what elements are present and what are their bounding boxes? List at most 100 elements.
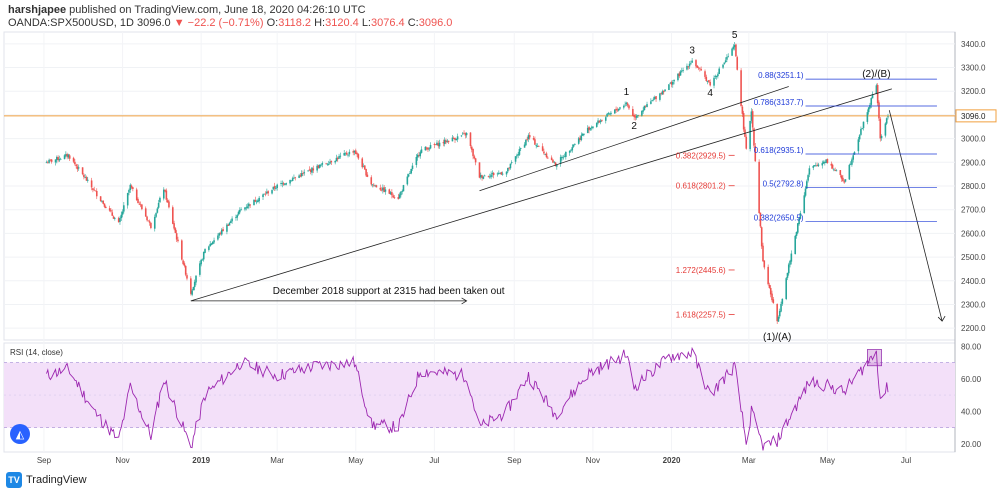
candle-body xyxy=(86,179,89,181)
candle-body xyxy=(175,233,178,240)
low-value: 3076.4 xyxy=(371,17,405,29)
candle-body xyxy=(139,204,142,206)
candle-body xyxy=(318,164,321,168)
candle-body xyxy=(741,106,744,114)
candle-body xyxy=(75,164,77,167)
candle-body xyxy=(105,206,107,209)
candle-body xyxy=(103,203,106,207)
candle-body xyxy=(487,176,490,178)
candle-body xyxy=(370,177,373,185)
wave-label: 5 xyxy=(732,30,738,41)
time-tick-label: Jul xyxy=(901,456,911,465)
close-label: C: xyxy=(407,17,419,29)
candle-body xyxy=(561,156,563,158)
candle-body xyxy=(138,203,141,205)
candle-body xyxy=(464,133,467,136)
candle-body xyxy=(276,184,278,188)
candle-body xyxy=(597,120,599,124)
candle-body xyxy=(353,150,356,153)
candle-body xyxy=(112,216,115,219)
candle-body xyxy=(469,132,472,146)
price-tick-label: 2300.0 xyxy=(961,300,986,309)
candle-body xyxy=(220,229,223,235)
candle-body xyxy=(816,165,818,166)
candle-body xyxy=(321,163,324,165)
price-chart[interactable]: December 2018 support at 2315 had been t… xyxy=(0,0,1000,470)
candle-body xyxy=(579,137,581,140)
candle-body xyxy=(384,189,387,192)
price-tick-label: 3400.0 xyxy=(961,40,986,49)
candle-body xyxy=(237,211,240,215)
candle-body xyxy=(325,163,327,165)
low-label: L: xyxy=(361,17,371,29)
candle-body xyxy=(443,139,446,144)
candle-body xyxy=(601,119,603,121)
tradingview-logo-icon: TV xyxy=(6,472,22,488)
candle-body xyxy=(311,167,313,173)
fib-blue-label: 0.382(2650.5) xyxy=(754,213,804,222)
candle-body xyxy=(419,152,422,157)
candle-body xyxy=(528,135,531,138)
candle-body xyxy=(659,93,661,100)
candle-body xyxy=(646,104,648,108)
rsi-tick-label: 20.00 xyxy=(961,440,982,449)
candle-body xyxy=(554,162,557,167)
candle-body xyxy=(93,189,96,191)
candle-body xyxy=(580,135,583,140)
candle-body xyxy=(553,161,556,163)
candle-body xyxy=(768,284,771,288)
long-trendline xyxy=(190,88,892,302)
candle-body xyxy=(682,70,684,71)
candle-body xyxy=(642,110,644,112)
candle-body xyxy=(543,151,545,154)
candle-body xyxy=(228,222,231,226)
candle-body xyxy=(842,177,844,182)
candle-body xyxy=(76,166,79,170)
candle-body xyxy=(552,159,554,163)
price-tick-label: 2200.0 xyxy=(961,324,986,333)
wave-labels: 1 2 3 4 5 (1)/(A) (2)/(B) xyxy=(624,30,891,343)
candle-body xyxy=(617,108,620,111)
tradingview-icon[interactable]: ◭ xyxy=(10,424,30,444)
candle-body xyxy=(628,105,630,109)
candle-body xyxy=(173,223,175,229)
candle-body xyxy=(490,174,492,178)
candle-body xyxy=(201,259,204,261)
candle-body xyxy=(545,153,548,158)
price-tick-label: 3000.0 xyxy=(961,135,986,144)
candle-body xyxy=(58,159,61,161)
candle-body xyxy=(536,146,539,147)
candle-body xyxy=(186,275,188,279)
candle-body xyxy=(191,290,193,295)
candle-body xyxy=(329,161,331,164)
candle-body xyxy=(815,165,817,167)
candle-body xyxy=(326,163,329,165)
candle-body xyxy=(63,155,66,160)
candle-body xyxy=(162,189,165,199)
high-value: 3120.4 xyxy=(325,17,359,29)
candle-body xyxy=(537,145,540,147)
candle-body xyxy=(452,138,455,140)
candle-body xyxy=(460,135,463,137)
candle-body xyxy=(262,194,264,198)
rsi-highlight-box xyxy=(867,349,882,367)
fib-levels: 0.382(2929.5) 0.618(2801.2) 1.272(2445.6) 1… xyxy=(676,71,937,320)
candle-body xyxy=(172,207,174,224)
candle-body xyxy=(722,64,724,68)
candle-body xyxy=(481,175,483,178)
candle-body xyxy=(400,191,402,196)
candle-body xyxy=(299,175,302,177)
candle-body xyxy=(68,155,71,159)
candle-body xyxy=(570,149,572,151)
candle-body xyxy=(192,286,195,291)
drawings: December 2018 support at 2315 had been t… xyxy=(190,86,946,322)
candle-body xyxy=(812,166,815,168)
candle-body xyxy=(662,90,665,93)
candle-body xyxy=(581,133,584,136)
time-tick-label: Sep xyxy=(37,456,52,465)
candle-body xyxy=(345,152,348,155)
candle-body xyxy=(165,190,168,200)
candle-body xyxy=(472,148,474,157)
candle-body xyxy=(415,156,418,165)
candle-body xyxy=(59,158,62,160)
